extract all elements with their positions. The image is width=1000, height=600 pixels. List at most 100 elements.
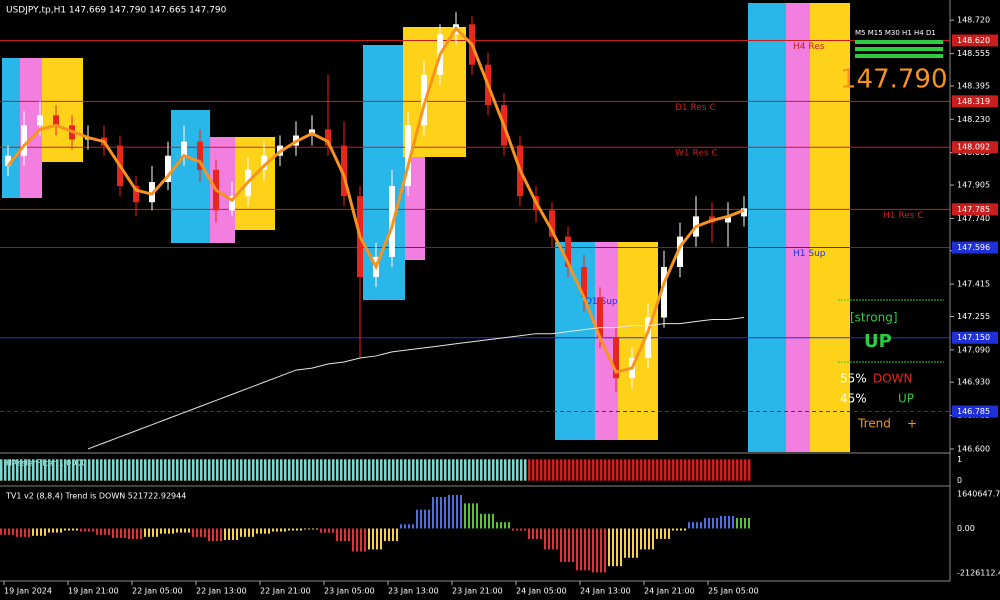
osc-bar [408, 524, 410, 529]
strip [748, 3, 786, 452]
filter-bar [72, 459, 75, 481]
osc-bar [260, 528, 262, 534]
osc-bar [584, 528, 586, 571]
filter-bar [712, 459, 715, 481]
filter-bar [180, 459, 183, 481]
zone [20, 58, 42, 198]
filter-bar [108, 459, 111, 481]
filter-bar [136, 459, 139, 481]
timeframes: M5 M15 M30 H1 H4 D1 [855, 29, 936, 37]
filter-bar [484, 459, 487, 481]
osc-bar [284, 528, 286, 532]
filter-bar [488, 459, 491, 481]
filter-bar [460, 459, 463, 481]
osc-bar [264, 528, 266, 534]
filter-bar [252, 459, 255, 481]
filter-bar [448, 459, 451, 481]
osc-bar [300, 528, 302, 531]
osc-bar [332, 528, 334, 533]
filter-bar [244, 459, 247, 481]
osc-bar [648, 528, 650, 550]
filter-bar [504, 459, 507, 481]
osc-bar [516, 528, 518, 531]
osc-bar [312, 528, 314, 530]
osc-bar [148, 528, 150, 537]
filter-bar [532, 459, 535, 481]
filter-bar [164, 459, 167, 481]
filter-bar [624, 459, 627, 481]
osc-bar [380, 528, 382, 550]
osc-bar [356, 528, 358, 552]
filter-bar [572, 459, 575, 481]
osc-bar [4, 528, 6, 535]
candle-body [549, 210, 555, 237]
osc-bar [468, 503, 470, 529]
zone [2, 58, 20, 198]
candle-body [405, 125, 411, 187]
osc-bar [504, 522, 506, 529]
x-tick-label: 23 Jan 21:00 [452, 587, 503, 596]
level-box [952, 203, 998, 216]
filter-bar [656, 459, 659, 481]
osc-bar [556, 528, 558, 550]
osc-bar [88, 528, 90, 532]
zone [235, 137, 275, 230]
osc-bar [416, 509, 418, 529]
x-tick-label: 22 Jan 13:00 [196, 587, 247, 596]
osc-bar [32, 528, 34, 536]
filter-bar [272, 459, 275, 481]
osc-bar [596, 528, 598, 573]
filter-bar [388, 459, 391, 481]
osc-bar [344, 528, 346, 542]
filter-bar [528, 459, 531, 481]
osc-bar [656, 528, 658, 539]
osc-bar [232, 528, 234, 540]
filter-bar [64, 459, 67, 481]
filter-bar [368, 459, 371, 481]
osc-bar [428, 509, 430, 529]
osc-bar [240, 528, 242, 537]
osc-bar [636, 528, 638, 558]
x-tick-label: 23 Jan 05:00 [324, 587, 375, 596]
osc-bar [124, 528, 126, 538]
osc-bar [412, 524, 414, 529]
osc-bar [464, 503, 466, 529]
osc-bar [672, 528, 674, 531]
y-tick-label: 148.720 [957, 16, 990, 25]
osc-bar [252, 528, 254, 537]
filter-bar [188, 459, 191, 481]
osc-bar [560, 528, 562, 562]
y-tick-label: 147.415 [957, 280, 990, 289]
filter-bar [340, 459, 343, 481]
filter-bar [476, 459, 479, 481]
filter-bar [444, 459, 447, 481]
up-label: UP [898, 392, 914, 406]
filter-bar [216, 459, 219, 481]
filter-bar [12, 459, 15, 481]
filter-bar [592, 459, 595, 481]
filter-bar [600, 459, 603, 481]
osc-bar [52, 528, 54, 533]
osc-bar [24, 528, 26, 537]
filter-bar [332, 459, 335, 481]
osc-bar [536, 528, 538, 539]
candle-body [37, 115, 43, 126]
osc-bar [480, 513, 482, 529]
osc-bar [520, 528, 522, 531]
level-value: 147.785 [957, 205, 990, 214]
filter-bar [156, 459, 159, 481]
x-tick-label: 24 Jan 21:00 [644, 587, 695, 596]
filter-bar [552, 459, 555, 481]
osc-title: TV1 v2 (8,8,4) Trend is DOWN 521722.9294… [5, 492, 186, 501]
osc-bar [652, 528, 654, 550]
osc-bar [500, 522, 502, 529]
filter-bar [708, 459, 711, 481]
level-box [952, 95, 998, 108]
osc-bar [692, 522, 694, 529]
x-tick-label: 22 Jan 21:00 [260, 587, 311, 596]
y-tick-label: -2126112.4 [957, 569, 1000, 578]
osc-bar [272, 528, 274, 532]
filter-bar [628, 459, 631, 481]
osc-bar [716, 518, 718, 529]
level-name: H4 Res [793, 42, 825, 52]
